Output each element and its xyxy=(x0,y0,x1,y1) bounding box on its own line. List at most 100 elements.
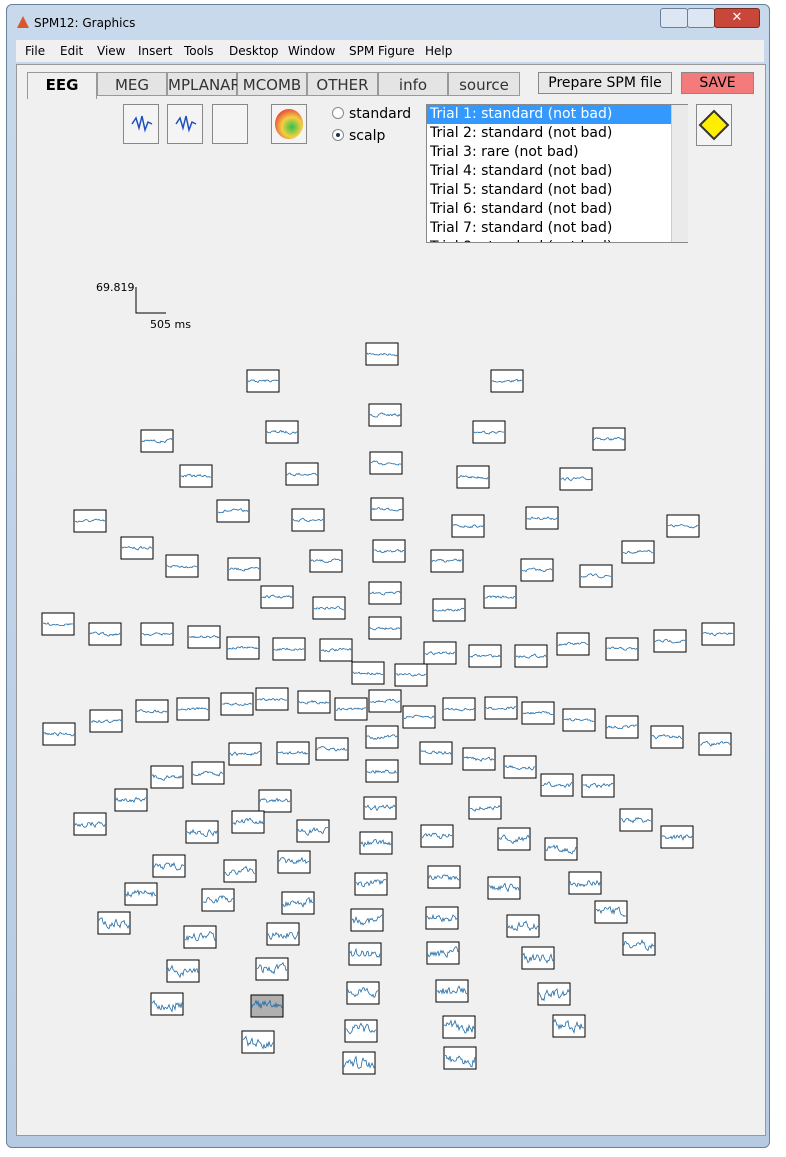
channel-box[interactable] xyxy=(185,820,219,844)
channel-box[interactable] xyxy=(228,742,262,766)
channel-box[interactable] xyxy=(368,689,402,713)
channel-box[interactable] xyxy=(231,810,265,834)
channel-box[interactable] xyxy=(285,462,319,486)
channel-box[interactable] xyxy=(309,549,343,573)
channel-box[interactable] xyxy=(370,497,404,521)
tab[interactable]: info xyxy=(378,72,448,96)
menu-item[interactable]: Tools xyxy=(184,44,214,58)
channel-box[interactable] xyxy=(152,854,186,878)
channel-box[interactable] xyxy=(368,616,402,640)
channel-box[interactable] xyxy=(650,725,684,749)
channel-box[interactable] xyxy=(227,557,261,581)
channel-box[interactable] xyxy=(41,612,75,636)
channel-box[interactable] xyxy=(359,831,393,855)
channel-box[interactable] xyxy=(114,788,148,812)
channel-box[interactable] xyxy=(472,420,506,444)
channel-box[interactable] xyxy=(120,536,154,560)
channel-box[interactable] xyxy=(605,715,639,739)
channel-box[interactable] xyxy=(484,696,518,720)
channel-box[interactable] xyxy=(183,925,217,949)
channel-box[interactable] xyxy=(525,506,559,530)
trial-item[interactable]: Trial 6: standard (not bad) xyxy=(430,201,613,217)
channel-box[interactable] xyxy=(124,882,158,906)
channel-box[interactable] xyxy=(363,796,397,820)
channel-box[interactable] xyxy=(425,906,459,930)
menu-item[interactable]: Window xyxy=(288,44,336,58)
channel-box[interactable] xyxy=(277,850,311,874)
channel-box[interactable] xyxy=(369,451,403,475)
channel-box[interactable] xyxy=(621,540,655,564)
channel-box[interactable] xyxy=(255,957,289,981)
channel-box[interactable] xyxy=(562,708,596,732)
menu-item[interactable]: Edit xyxy=(60,44,84,58)
close-button[interactable]: ✕ xyxy=(714,8,760,28)
channel-box[interactable] xyxy=(468,796,502,820)
channel-box[interactable] xyxy=(276,741,310,765)
trial-item[interactable]: Trial 1: standard (not bad) xyxy=(427,105,687,124)
tab[interactable]: OTHER xyxy=(307,72,378,96)
channel-box[interactable] xyxy=(666,514,700,538)
channel-box[interactable] xyxy=(622,932,656,956)
channel-box[interactable] xyxy=(660,825,694,849)
channel-box[interactable] xyxy=(435,979,469,1003)
trial-list[interactable]: Trial 1: standard (not bad) Trial 2: stan… xyxy=(426,104,688,243)
scale-down-button[interactable] xyxy=(167,104,203,144)
channel-box[interactable] xyxy=(568,871,602,895)
channel-box[interactable] xyxy=(216,499,250,523)
channel-box[interactable] xyxy=(520,558,554,582)
channel-box[interactable] xyxy=(334,697,368,721)
channel-box[interactable] xyxy=(223,859,257,883)
zoom-button[interactable] xyxy=(212,104,248,144)
channel-box[interactable] xyxy=(497,827,531,851)
channel-box[interactable] xyxy=(176,697,210,721)
channel-box[interactable] xyxy=(291,508,325,532)
channel-box[interactable] xyxy=(346,981,380,1005)
channel-box[interactable] xyxy=(503,755,537,779)
prepare-button[interactable]: Prepare SPM file xyxy=(538,72,672,94)
scrollbar[interactable] xyxy=(671,105,688,242)
channel-box[interactable] xyxy=(594,900,628,924)
channel-box[interactable] xyxy=(344,1019,378,1043)
trial-item[interactable]: Trial 3: rare (not bad) xyxy=(430,144,579,160)
channel-box[interactable] xyxy=(266,922,300,946)
save-button[interactable]: SAVE xyxy=(681,72,754,94)
menu-item[interactable]: View xyxy=(97,44,126,58)
menu-item[interactable]: Insert xyxy=(138,44,173,58)
next-button[interactable] xyxy=(696,104,732,146)
channel-box[interactable] xyxy=(619,808,653,832)
channel-box[interactable] xyxy=(140,429,174,453)
channel-box[interactable] xyxy=(97,911,131,935)
channel-box[interactable] xyxy=(281,891,315,915)
channel-box[interactable] xyxy=(348,942,382,966)
tab[interactable]: source xyxy=(448,72,520,96)
channel-box[interactable] xyxy=(544,837,578,861)
tab[interactable]: MEG xyxy=(97,72,167,96)
channel-box[interactable] xyxy=(402,705,436,729)
tab[interactable]: MPLANAR xyxy=(167,72,241,96)
channel-box[interactable] xyxy=(462,747,496,771)
channel-box[interactable] xyxy=(427,865,461,889)
scale-up-button[interactable] xyxy=(123,104,159,144)
channel-box[interactable] xyxy=(426,941,460,965)
radio-standard[interactable]: standard xyxy=(332,106,411,122)
channel-box[interactable] xyxy=(451,514,485,538)
channel-box[interactable] xyxy=(297,690,331,714)
channel-box[interactable] xyxy=(312,596,346,620)
channel-box[interactable] xyxy=(88,622,122,646)
channel-box[interactable] xyxy=(442,1015,476,1039)
menu-item[interactable]: SPM Figure xyxy=(349,44,415,58)
channel-box[interactable] xyxy=(296,819,330,843)
channel-box[interactable] xyxy=(140,622,174,646)
trial-item[interactable]: Trial 7: standard (not bad) xyxy=(430,220,613,236)
channel-box[interactable] xyxy=(521,946,555,970)
channel-box[interactable] xyxy=(354,872,388,896)
trial-item[interactable]: Trial 8: standard (not bad) xyxy=(427,238,687,242)
channel-box[interactable] xyxy=(73,509,107,533)
channel-box[interactable] xyxy=(166,959,200,983)
channel-box[interactable] xyxy=(150,765,184,789)
tab[interactable]: EEG xyxy=(27,72,97,99)
tab[interactable]: MCOMB xyxy=(237,72,307,96)
channel-box[interactable] xyxy=(442,697,476,721)
menu-item[interactable]: Desktop xyxy=(229,44,279,58)
channel-box[interactable] xyxy=(135,699,169,723)
